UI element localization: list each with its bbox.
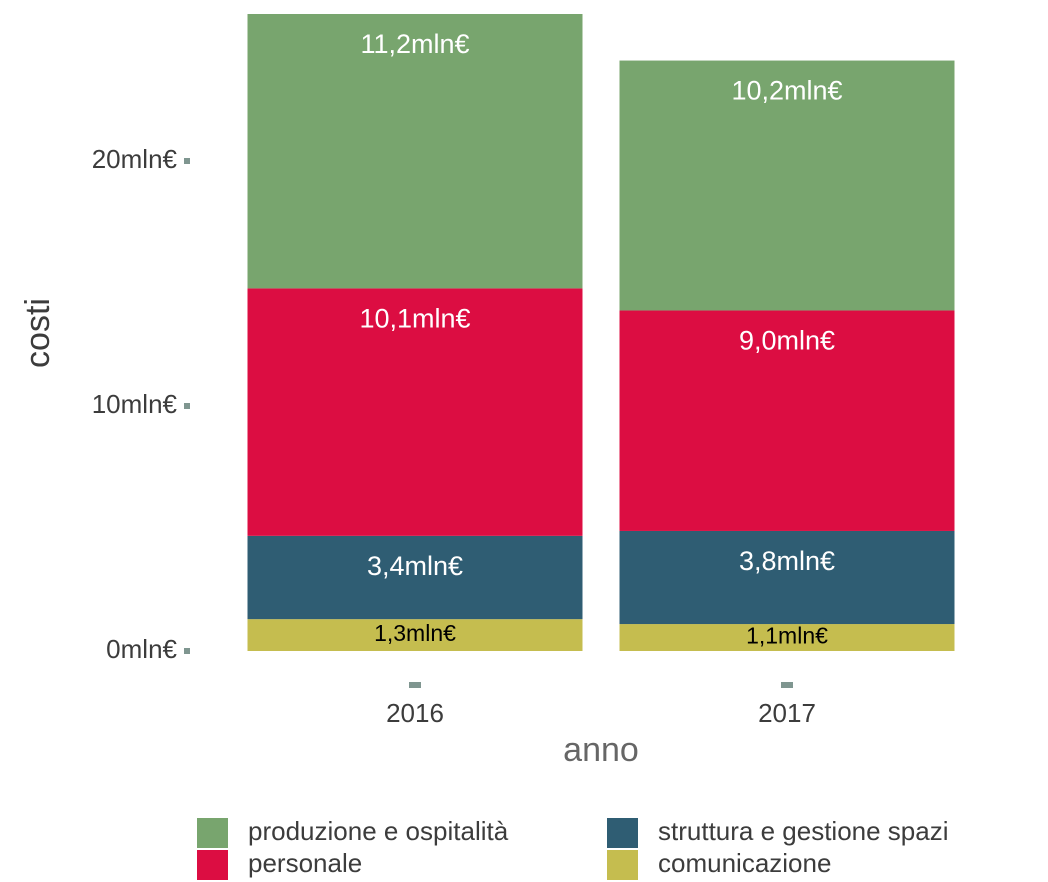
legend-label: comunicazione	[658, 848, 831, 878]
x-axis-label: anno	[563, 731, 639, 769]
data-label: 3,4mln€	[367, 551, 463, 581]
bar-segment	[247, 14, 583, 289]
y-tick-mark	[184, 648, 190, 654]
bar-segment	[247, 535, 583, 620]
y-tick-mark	[184, 403, 190, 409]
bar-segment	[619, 60, 955, 311]
y-tick-label: 20mln€	[92, 144, 178, 174]
data-label: 3,8mln€	[739, 546, 835, 576]
y-axis-label: costi	[19, 298, 57, 368]
data-label: 10,2mln€	[731, 76, 842, 106]
legend-key	[197, 850, 228, 880]
y-tick-mark	[184, 158, 190, 164]
data-label: 10,1mln€	[359, 304, 470, 334]
x-tick-label: 2017	[758, 698, 816, 728]
legend-key	[197, 818, 228, 848]
legend-label: struttura e gestione spazi	[658, 816, 949, 846]
y-tick-label: 0mln€	[106, 634, 177, 664]
legend-key	[607, 850, 638, 880]
data-label: 11,2mln€	[360, 29, 469, 59]
data-label: 1,1mln€	[746, 623, 828, 649]
legend-label: produzione e ospitalità	[248, 816, 509, 846]
bar-segment	[247, 619, 583, 651]
x-tick-mark	[781, 682, 793, 688]
data-label: 1,3mln€	[374, 620, 456, 646]
data-label: 9,0mln€	[739, 326, 835, 356]
legend-key	[607, 818, 638, 848]
x-tick-label: 2016	[386, 698, 444, 728]
x-tick-mark	[409, 682, 421, 688]
bar-segment	[619, 310, 955, 531]
bar-segment	[619, 530, 955, 625]
bar-segment	[247, 288, 583, 536]
legend-label: personale	[248, 848, 362, 878]
y-tick-label: 10mln€	[92, 389, 178, 419]
bar-segment	[619, 624, 955, 651]
